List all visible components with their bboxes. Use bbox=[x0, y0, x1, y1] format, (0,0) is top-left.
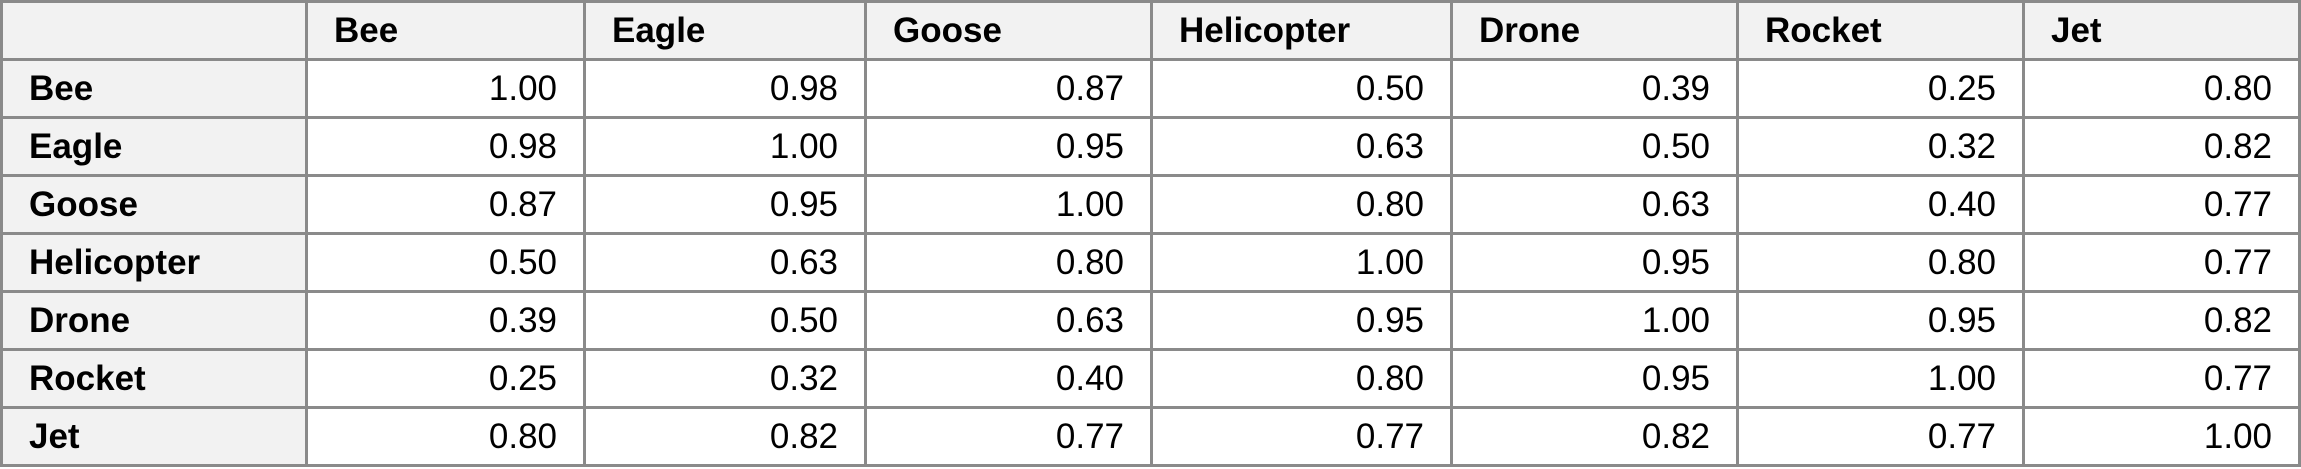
value-cell: 0.40 bbox=[864, 348, 1153, 409]
value-cell: 0.77 bbox=[1736, 406, 2025, 467]
value-cell: 1.00 bbox=[583, 116, 867, 177]
value-cell: 0.87 bbox=[305, 174, 586, 235]
value-cell: 1.00 bbox=[864, 174, 1153, 235]
table-row: Eagle 0.98 1.00 0.95 0.63 0.50 0.32 0.82 bbox=[0, 116, 2301, 177]
value-cell: 0.80 bbox=[864, 232, 1153, 293]
value-cell: 0.95 bbox=[1736, 290, 2025, 351]
value-cell: 0.63 bbox=[583, 232, 867, 293]
value-cell: 0.63 bbox=[1450, 174, 1739, 235]
value-cell: 0.82 bbox=[2022, 116, 2301, 177]
row-header: Drone bbox=[0, 290, 308, 351]
value-cell: 0.80 bbox=[1736, 232, 2025, 293]
row-header: Helicopter bbox=[0, 232, 308, 293]
table-row: Jet 0.80 0.82 0.77 0.77 0.82 0.77 1.00 bbox=[0, 406, 2301, 467]
value-cell: 0.25 bbox=[305, 348, 586, 409]
value-cell: 0.80 bbox=[305, 406, 586, 467]
value-cell: 0.50 bbox=[1450, 116, 1739, 177]
value-cell: 0.32 bbox=[1736, 116, 2025, 177]
value-cell: 0.77 bbox=[2022, 232, 2301, 293]
value-cell: 0.87 bbox=[864, 58, 1153, 119]
table-row: Goose 0.87 0.95 1.00 0.80 0.63 0.40 0.77 bbox=[0, 174, 2301, 235]
table-row: Rocket 0.25 0.32 0.40 0.80 0.95 1.00 0.77 bbox=[0, 348, 2301, 409]
value-cell: 0.32 bbox=[583, 348, 867, 409]
row-header: Jet bbox=[0, 406, 308, 467]
row-header: Rocket bbox=[0, 348, 308, 409]
table-row: Drone 0.39 0.50 0.63 0.95 1.00 0.95 0.82 bbox=[0, 290, 2301, 351]
value-cell: 1.00 bbox=[2022, 406, 2301, 467]
value-cell: 0.77 bbox=[864, 406, 1153, 467]
column-header: Eagle bbox=[583, 0, 867, 61]
value-cell: 0.95 bbox=[864, 116, 1153, 177]
value-cell: 1.00 bbox=[1736, 348, 2025, 409]
value-cell: 0.80 bbox=[1150, 174, 1453, 235]
column-header: Goose bbox=[864, 0, 1153, 61]
value-cell: 0.77 bbox=[2022, 348, 2301, 409]
column-header: Jet bbox=[2022, 0, 2301, 61]
value-cell: 0.82 bbox=[2022, 290, 2301, 351]
column-header: Drone bbox=[1450, 0, 1739, 61]
value-cell: 0.98 bbox=[305, 116, 586, 177]
value-cell: 0.80 bbox=[1150, 348, 1453, 409]
corner-cell bbox=[0, 0, 308, 61]
table-row: Helicopter 0.50 0.63 0.80 1.00 0.95 0.80 0.77 bbox=[0, 232, 2301, 293]
value-cell: 0.50 bbox=[1150, 58, 1453, 119]
value-cell: 0.98 bbox=[583, 58, 867, 119]
value-cell: 0.40 bbox=[1736, 174, 2025, 235]
value-cell: 0.63 bbox=[1150, 116, 1453, 177]
value-cell: 0.50 bbox=[305, 232, 586, 293]
value-cell: 0.39 bbox=[1450, 58, 1739, 119]
column-header: Rocket bbox=[1736, 0, 2025, 61]
row-header: Eagle bbox=[0, 116, 308, 177]
value-cell: 0.95 bbox=[1450, 232, 1739, 293]
column-header: Helicopter bbox=[1150, 0, 1453, 61]
header-row: Bee Eagle Goose Helicopter Drone Rocket Jet bbox=[0, 0, 2301, 61]
value-cell: 1.00 bbox=[1450, 290, 1739, 351]
value-cell: 0.77 bbox=[2022, 174, 2301, 235]
value-cell: 0.82 bbox=[583, 406, 867, 467]
value-cell: 0.77 bbox=[1150, 406, 1453, 467]
value-cell: 0.80 bbox=[2022, 58, 2301, 119]
value-cell: 0.95 bbox=[1450, 348, 1739, 409]
value-cell: 1.00 bbox=[1150, 232, 1453, 293]
value-cell: 0.25 bbox=[1736, 58, 2025, 119]
column-header: Bee bbox=[305, 0, 586, 61]
value-cell: 0.39 bbox=[305, 290, 586, 351]
value-cell: 0.63 bbox=[864, 290, 1153, 351]
value-cell: 0.95 bbox=[583, 174, 867, 235]
table-row: Bee 1.00 0.98 0.87 0.50 0.39 0.25 0.80 bbox=[0, 58, 2301, 119]
value-cell: 0.82 bbox=[1450, 406, 1739, 467]
value-cell: 1.00 bbox=[305, 58, 586, 119]
value-cell: 0.95 bbox=[1150, 290, 1453, 351]
row-header: Bee bbox=[0, 58, 308, 119]
value-cell: 0.50 bbox=[583, 290, 867, 351]
row-header: Goose bbox=[0, 174, 308, 235]
